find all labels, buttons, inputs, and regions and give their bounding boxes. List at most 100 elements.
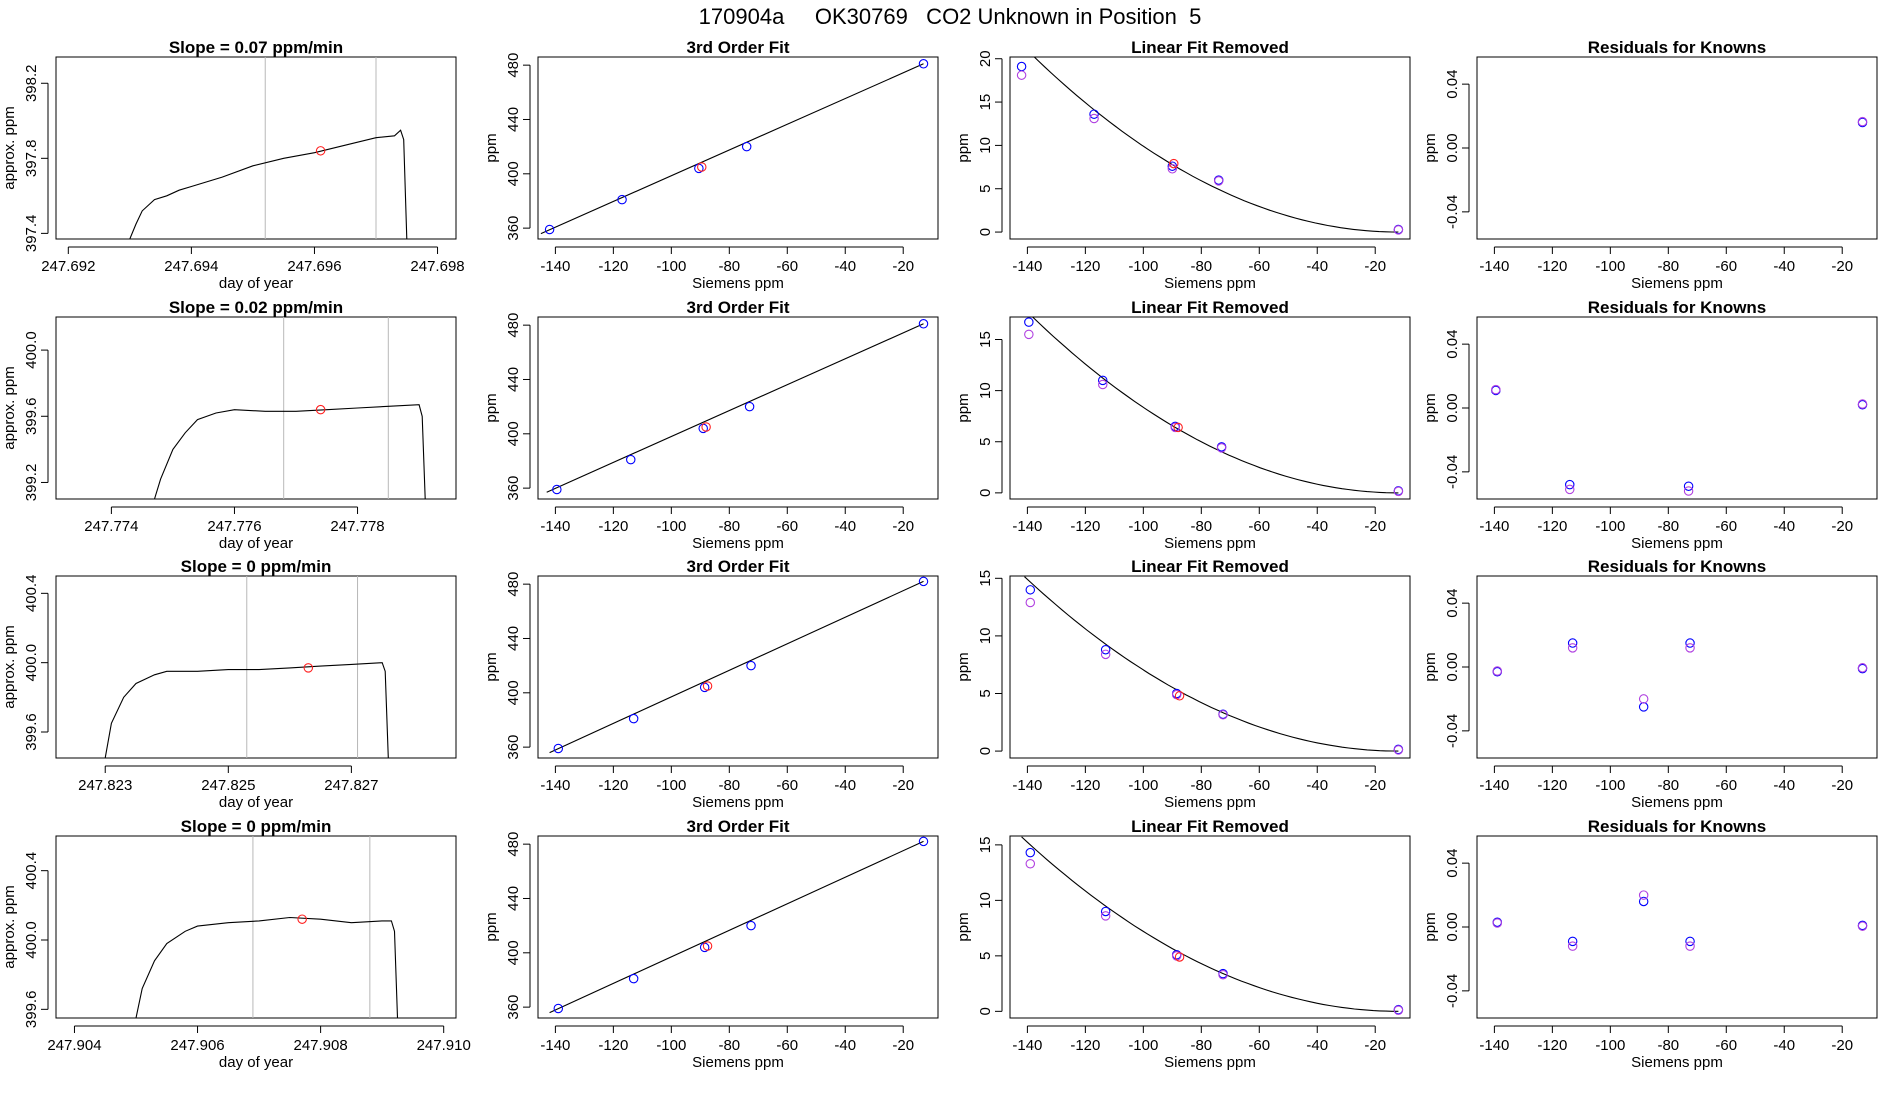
x-axis-label: Siemens ppm [1164,535,1256,552]
y-axis-label: ppm [1422,133,1439,162]
data-point-blue [1567,936,1578,947]
y-tick-label: 400.0 [23,921,40,959]
data-point-blue [1638,896,1649,907]
y-tick-label: -0.04 [1444,455,1461,489]
fit-curve [1021,836,1399,1012]
data-point-purple [1024,329,1034,340]
data-point-red [1169,158,1179,169]
data-point-blue [1683,481,1694,491]
series-line [135,916,399,1018]
data-point-blue [553,743,564,754]
y-tick-label: 0.00 [1444,912,1461,941]
y-axis-label: ppm [483,652,500,681]
y-axis-label: approx. ppm [1,885,18,968]
data-point-purple [1638,890,1649,900]
data-point-blue [744,401,755,412]
data-point-purple [1100,911,1111,921]
x-tick-label: -120 [598,258,628,275]
x-tick-label: -40 [834,777,856,794]
x-tick-label: -60 [1715,518,1737,535]
x-tick-label: -140 [1012,1037,1042,1054]
data-point-blue [1638,702,1649,712]
x-axis-label: day of year [219,275,293,292]
y-tick-label: 398.2 [23,64,40,102]
panel-title: Linear Fit Removed [1131,817,1289,836]
x-tick-label: -80 [1190,1037,1212,1054]
plot-frame [55,316,457,500]
panel-title: Linear Fit Removed [1131,38,1289,57]
x-tick-label: -40 [834,518,856,535]
panel-title: Linear Fit Removed [1131,557,1289,576]
plot-frame [537,56,939,240]
x-tick-label: -100 [1128,518,1158,535]
panel-title: Linear Fit Removed [1131,298,1289,317]
data-point-blue [626,454,636,465]
y-tick-label: 399.6 [23,713,40,751]
x-tick-label: -60 [1248,1037,1270,1054]
x-tick-label: -20 [1364,1037,1386,1054]
data-point-blue [1685,638,1695,648]
x-axis-label: Siemens ppm [1164,275,1256,292]
x-tick-label: -20 [892,258,914,275]
data-point-purple [1857,399,1868,409]
data-point-red [702,681,713,691]
x-tick-label: -40 [834,258,856,275]
plot-frame [55,835,457,1019]
data-point-blue [741,141,752,152]
x-tick-label: -100 [1128,777,1158,794]
plot-frame [1476,835,1878,1019]
data-point-purple [1393,225,1404,235]
x-axis-label: Siemens ppm [692,275,784,292]
y-tick-label: 5 [977,438,994,446]
window-mean-point [297,914,307,924]
y-axis-label: ppm [483,393,500,422]
x-tick-label: 247.910 [417,1037,471,1054]
x-tick-label: -40 [1773,258,1795,275]
data-point-blue [1567,638,1578,648]
data-point-purple [1683,486,1694,496]
y-tick-label: 15 [977,331,994,348]
x-tick-label: -140 [540,258,570,275]
plot-frame [537,835,939,1019]
x-tick-label: -60 [776,1037,798,1054]
x-tick-label: -80 [1190,777,1212,794]
data-point-purple [1857,921,1868,931]
data-point-purple [1216,443,1227,453]
y-tick-label: 10 [977,892,994,909]
data-point-blue [1098,375,1108,386]
x-tick-label: 247.827 [324,777,378,794]
x-tick-label: -140 [1479,1037,1509,1054]
y-tick-label: 360 [505,216,522,241]
series-line [153,404,426,499]
y-tick-label: 10 [977,382,994,399]
x-axis-label: Siemens ppm [1164,1054,1256,1071]
y-tick-label: -0.04 [1444,195,1461,229]
plot-data [153,404,426,499]
y-tick-label: 400 [505,680,522,705]
fit-curve [1031,317,1399,494]
data-point-blue [617,194,627,205]
panel-1-3: -140 -120 -100 -80 -60 -40 -20 0 5 10 15 20 Linear F… [955,38,1411,292]
window-mean-point [303,663,314,673]
y-tick-label: 400.0 [23,331,40,369]
x-tick-label: -100 [1595,1037,1625,1054]
y-tick-label: 20 [977,50,994,67]
data-point-purple [1167,164,1178,174]
series-line [549,580,924,754]
x-tick-label: -120 [598,777,628,794]
y-tick-label: 440 [505,367,522,392]
panel-title: Slope = 0 ppm/min [181,817,332,836]
data-point-red [1174,952,1185,962]
y-tick-label: 440 [505,626,522,651]
x-tick-label: -20 [1831,1037,1853,1054]
plot-data [549,576,929,754]
plot-frame [55,575,457,759]
x-tick-label: -80 [1657,1037,1679,1054]
y-axis-label: ppm [955,912,972,941]
series-line [104,662,389,758]
data-point-purple [1638,694,1649,704]
y-axis-label: ppm [483,133,500,162]
data-point-blue [746,920,756,931]
x-tick-label: -100 [1595,518,1625,535]
x-tick-label: -140 [540,777,570,794]
